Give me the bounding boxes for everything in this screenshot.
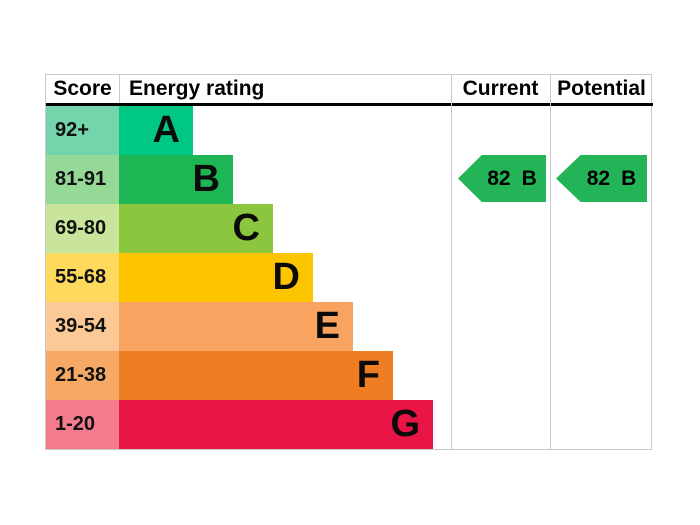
score-range-label: 1-20 (46, 400, 119, 449)
header-score: Score (53, 77, 112, 100)
score-range-label: 39-54 (46, 302, 119, 351)
band-row-e: 39-54 E (46, 302, 653, 351)
score-range-label: 92+ (46, 106, 119, 155)
score-range-label: 81-91 (46, 155, 119, 204)
rating-bar-g: G (119, 400, 433, 449)
band-row-g: 1-20 G (46, 400, 653, 449)
current-rating-band: B (521, 166, 537, 190)
rating-bar-f: F (119, 351, 393, 400)
column-divider (550, 75, 551, 449)
band-row-c: 69-80 C (46, 204, 653, 253)
band-row-a: 92+ A (46, 106, 653, 155)
header-underline (46, 103, 653, 106)
band-row-b: 81-91 B (46, 155, 653, 204)
score-range-label: 55-68 (46, 253, 119, 302)
rating-bar-a: A (119, 106, 193, 155)
rating-bar-e: E (119, 302, 353, 351)
column-divider (451, 75, 452, 449)
rating-bar-d: D (119, 253, 313, 302)
score-range-label: 69-80 (46, 204, 119, 253)
column-divider (119, 75, 120, 103)
band-row-f: 21-38 F (46, 351, 653, 400)
score-range-label: 21-38 (46, 351, 119, 400)
band-row-d: 55-68 D (46, 253, 653, 302)
rating-bar-b: B (119, 155, 233, 204)
current-rating-value: 82 (487, 166, 511, 190)
rating-bar-c: C (119, 204, 273, 253)
potential-rating-band: B (621, 166, 637, 190)
header-current: Current (462, 77, 539, 100)
header-potential: Potential (557, 77, 646, 100)
potential-rating-value: 82 (586, 166, 611, 190)
header-energy-rating: Energy rating (129, 77, 265, 100)
epc-rating-table: Score Energy rating Current Potential 92… (45, 74, 653, 450)
